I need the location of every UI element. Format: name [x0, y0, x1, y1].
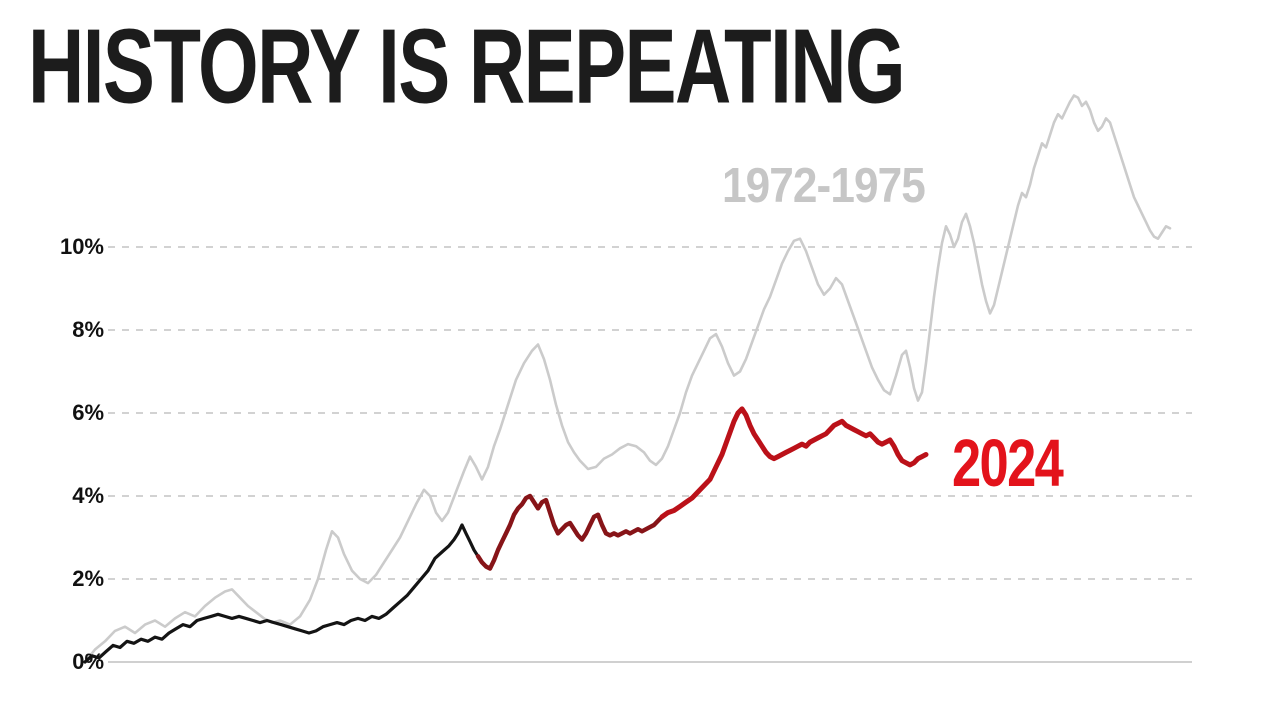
gridlines — [108, 246, 1192, 663]
series-line-2024-early — [83, 523, 480, 664]
y-tick-0pct: 0% — [72, 649, 104, 674]
era-label-1972-1975: 1972-1975 — [722, 159, 926, 214]
series-line-2024-mid — [475, 493, 665, 571]
chart-series-group — [83, 94, 1172, 664]
year-label-2024: 2024 — [952, 425, 1064, 501]
y-tick-10pct: 10% — [59, 234, 104, 259]
y-tick-4pct: 4% — [72, 483, 104, 508]
series-line-1972-1975 — [83, 94, 1172, 664]
y-tick-2pct: 2% — [72, 566, 104, 591]
y-tick-8pct: 8% — [72, 317, 104, 342]
y-tick-6pct: 6% — [72, 400, 104, 425]
page-title: HISTORY IS REPEATING — [28, 7, 906, 126]
series-line-2024-late — [659, 406, 929, 520]
